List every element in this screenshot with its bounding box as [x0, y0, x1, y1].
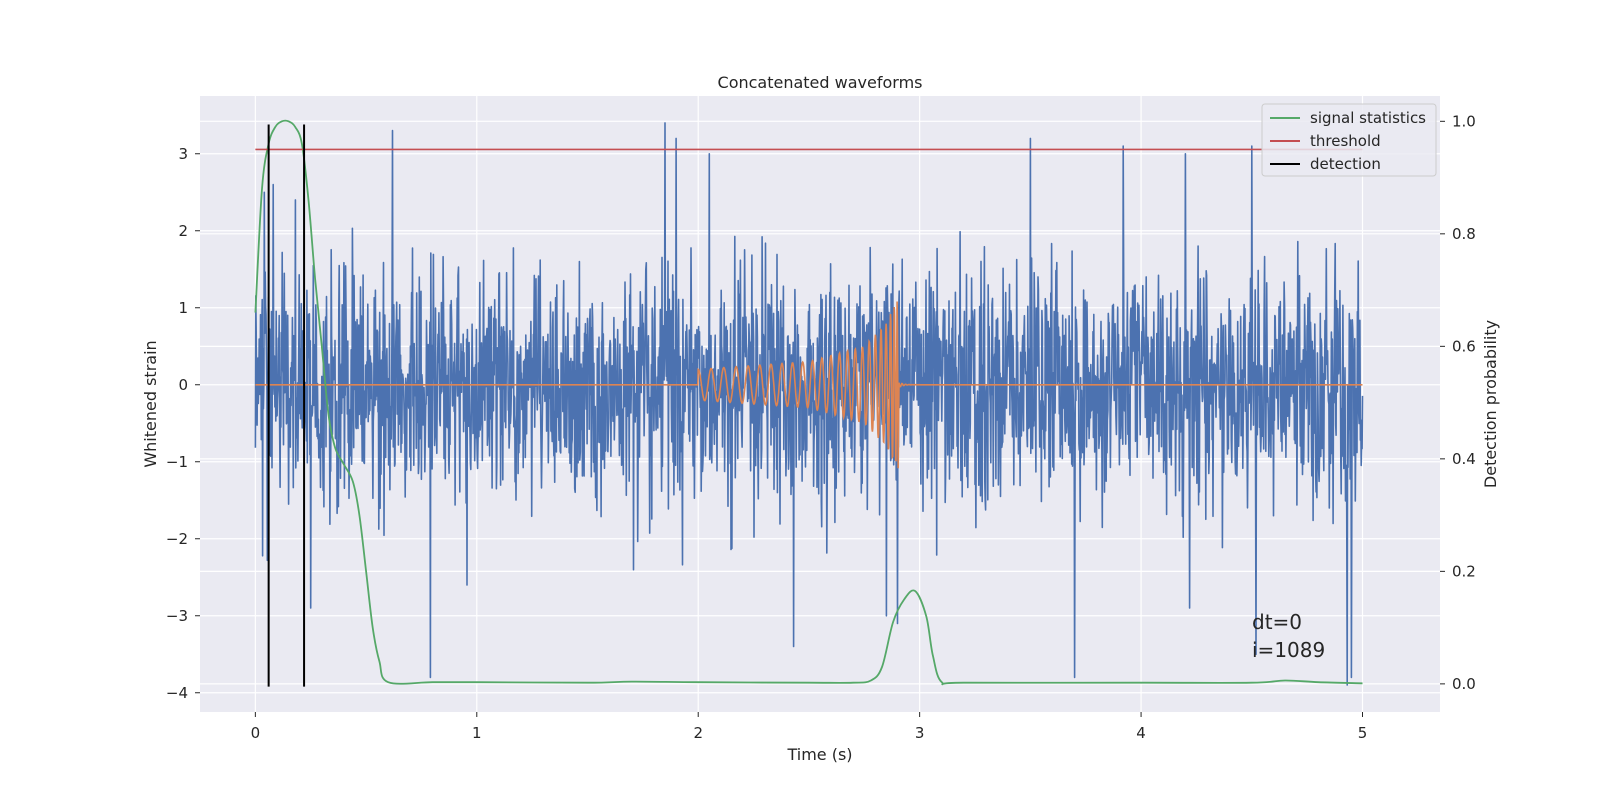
x-tick-label: 0 [251, 724, 261, 742]
detection-series [267, 124, 306, 687]
x-tick-label: 4 [1136, 724, 1146, 742]
legend: signal statistics threshold detection [1261, 103, 1437, 177]
legend-label: detection [1310, 155, 1381, 173]
strain-noise-line [254, 122, 1364, 686]
x-axis-label: Time (s) [786, 745, 852, 764]
x-tick-label: 2 [693, 724, 703, 742]
legend-box [1261, 103, 1437, 177]
legend-label: threshold [1310, 132, 1381, 150]
y2-axis-label: Detection probability [1481, 320, 1500, 488]
y-tick-label: −4 [166, 684, 188, 702]
axis-ticks: 0 1 2 3 4 5 −4 −3 −2 −1 0 1 2 3 0.0 0.2 0.4 0.6 0.8 1.0 [166, 112, 1476, 742]
chirp-waveform-line [255, 301, 1363, 469]
y2-tick-label: 0.6 [1452, 337, 1476, 355]
annotation-dt: dt=0 [1252, 610, 1303, 634]
y-tick-label: −3 [166, 607, 188, 625]
y-tick-label: 3 [178, 145, 188, 163]
y-tick-label: −1 [166, 453, 188, 471]
y-tick-label: 1 [178, 299, 188, 317]
chirp-waveform-series [255, 301, 1363, 469]
y-tick-label: 2 [178, 222, 188, 240]
y-tick-label: 0 [178, 376, 188, 394]
y2-tick-label: 0.0 [1452, 675, 1476, 693]
x-tick-label: 3 [915, 724, 925, 742]
y-tick-label: −2 [166, 530, 188, 548]
legend-label: signal statistics [1310, 109, 1426, 127]
y2-tick-label: 0.8 [1452, 225, 1476, 243]
x-tick-label: 5 [1358, 724, 1368, 742]
y2-tick-label: 0.2 [1452, 562, 1476, 580]
strain-noise-series [254, 122, 1364, 686]
signal-statistics-line [254, 119, 1363, 686]
annotation-index: i=1089 [1252, 638, 1326, 662]
signal-statistics-series [254, 119, 1363, 686]
y2-tick-label: 1.0 [1452, 112, 1476, 130]
y-axis-label: Whitened strain [141, 340, 160, 467]
x-tick-label: 1 [472, 724, 482, 742]
chart-title: Concatenated waveforms [718, 73, 923, 92]
y2-tick-label: 0.4 [1452, 450, 1476, 468]
